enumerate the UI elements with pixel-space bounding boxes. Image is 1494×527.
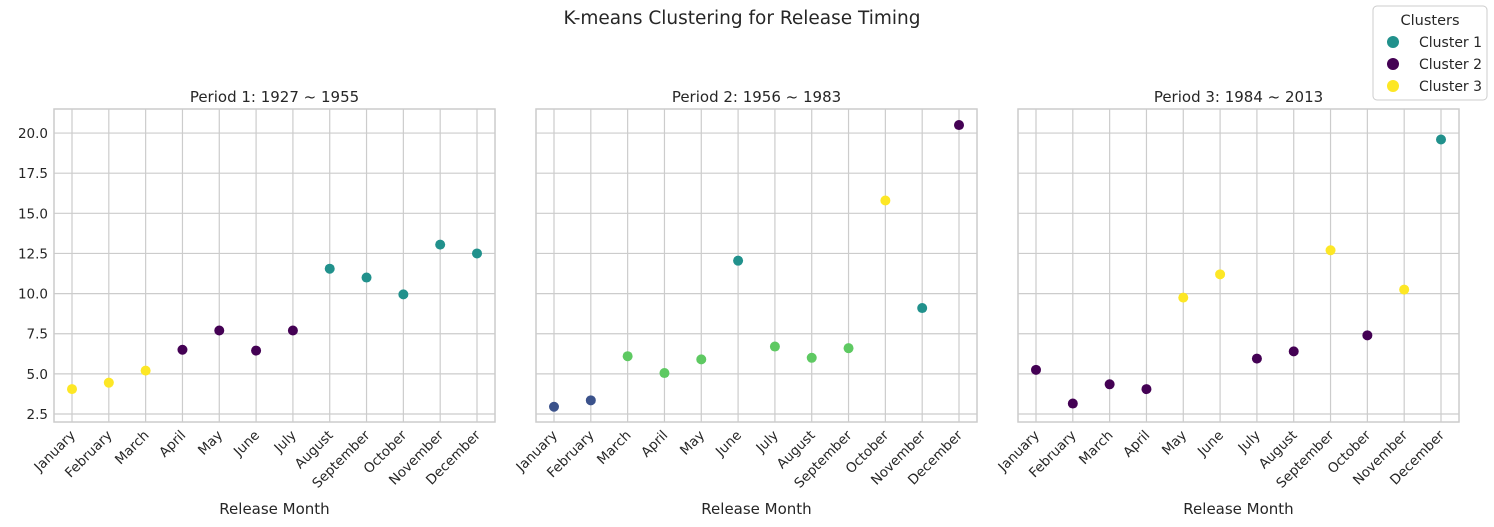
figure-title: K-means Clustering for Release Timing: [564, 8, 921, 29]
data-point: [1436, 134, 1446, 145]
data-point: [398, 289, 409, 300]
legend-title: Clusters: [1400, 13, 1459, 29]
y-tick-label: 12.5: [18, 246, 48, 262]
y-tick-label: 17.5: [18, 166, 48, 182]
x-tick-label: May: [677, 428, 708, 459]
data-point: [1288, 346, 1299, 357]
x-tick-label: July: [271, 428, 300, 457]
data-point: [177, 344, 188, 355]
data-point: [1251, 353, 1262, 364]
y-tick-label: 10.0: [18, 287, 48, 303]
legend-marker: [1387, 36, 1399, 48]
legend-frame: [1372, 5, 1488, 101]
y-tick-label: 2.5: [27, 407, 48, 423]
axes-frame: [1017, 108, 1460, 423]
data-point: [769, 341, 780, 352]
x-tick-label: April: [1120, 428, 1153, 461]
y-tick-label: 15.0: [18, 206, 48, 222]
data-point: [696, 354, 707, 365]
x-tick-label: June: [1194, 428, 1227, 461]
data-point: [806, 352, 817, 363]
data-point: [140, 365, 151, 376]
data-point: [1104, 379, 1115, 390]
y-tick-label: 20.0: [18, 126, 48, 142]
data-point: [324, 263, 335, 274]
data-point: [585, 395, 596, 406]
data-point: [659, 368, 670, 379]
data-point: [1325, 245, 1336, 256]
data-point: [287, 325, 298, 336]
x-tick-label: May: [1159, 428, 1190, 459]
axes-frame: [535, 108, 978, 423]
legend-marker: [1387, 80, 1399, 92]
data-point: [1362, 330, 1373, 341]
panel-title: Period 3: 1984 ~ 2013: [1154, 88, 1323, 106]
x-axis-label: Release Month: [219, 500, 329, 518]
legend-marker: [1387, 58, 1399, 70]
data-point: [103, 377, 114, 388]
x-tick-label: July: [1235, 428, 1264, 457]
data-point: [361, 272, 372, 283]
data-point: [1141, 384, 1152, 395]
data-point: [622, 351, 633, 362]
data-point: [1215, 269, 1226, 280]
panel-title: Period 1: 1927 ~ 1955: [190, 88, 359, 106]
x-axis-label: Release Month: [1183, 500, 1293, 518]
y-tick-label: 5.0: [27, 367, 48, 383]
panel-title: Period 2: 1956 ~ 1983: [672, 88, 841, 106]
x-tick-label: April: [638, 428, 671, 461]
x-tick-label: June: [712, 428, 745, 461]
data-point: [472, 248, 482, 259]
legend: Clusters Cluster 1 Cluster 2 Cluster 3: [1372, 5, 1488, 101]
data-point: [954, 120, 964, 131]
data-point: [67, 384, 77, 395]
legend-label: Cluster 1: [1419, 35, 1482, 51]
data-point: [733, 255, 744, 266]
x-tick-label: May: [195, 428, 226, 459]
data-point: [1031, 364, 1041, 375]
data-point: [1399, 284, 1410, 295]
data-point: [843, 343, 854, 354]
data-point: [549, 401, 559, 412]
y-tick-label: 7.5: [27, 327, 48, 343]
legend-label: Cluster 3: [1419, 79, 1482, 95]
panel-1: 2.55.07.510.012.515.017.520.0JanuaryFebr…: [18, 88, 496, 518]
panels: 2.55.07.510.012.515.017.520.0JanuaryFebr…: [18, 88, 1460, 518]
data-point: [880, 195, 891, 206]
x-axis-label: Release Month: [701, 500, 811, 518]
data-point: [1178, 292, 1189, 303]
x-tick-label: April: [156, 428, 189, 461]
data-point: [251, 345, 262, 356]
axes-frame: [53, 108, 496, 423]
data-point: [214, 325, 225, 336]
x-tick-label: March: [1076, 428, 1116, 468]
data-point: [435, 239, 446, 250]
data-point: [917, 303, 928, 314]
x-tick-label: March: [594, 428, 634, 468]
data-point: [1067, 398, 1078, 409]
x-tick-label: March: [112, 428, 152, 468]
legend-label: Cluster 2: [1419, 57, 1482, 73]
x-tick-label: July: [753, 428, 782, 457]
x-tick-label: June: [230, 428, 263, 461]
